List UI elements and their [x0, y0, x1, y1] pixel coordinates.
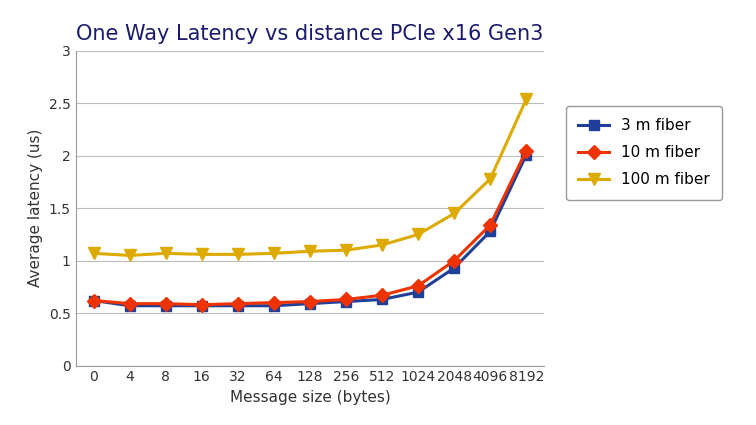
3 m fiber — [342, 299, 351, 304]
100 m fiber — [269, 251, 278, 256]
10 m fiber — [234, 301, 243, 306]
100 m fiber — [522, 96, 531, 102]
3 m fiber — [522, 152, 531, 157]
Line: 100 m fiber: 100 m fiber — [88, 93, 532, 262]
100 m fiber — [377, 242, 386, 247]
100 m fiber — [161, 251, 170, 256]
3 m fiber — [269, 303, 278, 308]
100 m fiber — [197, 252, 206, 257]
100 m fiber — [342, 248, 351, 253]
3 m fiber — [125, 303, 135, 308]
10 m fiber — [377, 293, 386, 298]
3 m fiber — [89, 298, 98, 303]
3 m fiber — [234, 303, 243, 308]
10 m fiber — [161, 301, 170, 306]
3 m fiber — [377, 297, 386, 302]
10 m fiber — [450, 258, 459, 263]
3 m fiber — [450, 266, 459, 271]
Y-axis label: Average latency (us): Average latency (us) — [28, 129, 43, 287]
X-axis label: Message size (bytes): Message size (bytes) — [230, 390, 390, 405]
3 m fiber — [305, 301, 314, 306]
10 m fiber — [269, 300, 278, 305]
3 m fiber — [161, 303, 170, 308]
10 m fiber — [342, 297, 351, 302]
10 m fiber — [89, 298, 98, 303]
10 m fiber — [305, 299, 314, 304]
100 m fiber — [234, 252, 243, 257]
100 m fiber — [305, 249, 314, 254]
10 m fiber — [522, 148, 531, 153]
100 m fiber — [414, 232, 423, 237]
10 m fiber — [125, 301, 135, 306]
10 m fiber — [414, 283, 423, 289]
Title: One Way Latency vs distance PCIe x16 Gen3: One Way Latency vs distance PCIe x16 Gen… — [76, 24, 544, 44]
Line: 10 m fiber: 10 m fiber — [88, 146, 531, 309]
100 m fiber — [485, 176, 494, 181]
10 m fiber — [197, 302, 206, 307]
Line: 3 m fiber: 3 m fiber — [88, 150, 531, 311]
3 m fiber — [197, 303, 206, 308]
10 m fiber — [485, 222, 494, 227]
3 m fiber — [485, 229, 494, 234]
3 m fiber — [414, 289, 423, 295]
100 m fiber — [450, 211, 459, 216]
Legend: 3 m fiber, 10 m fiber, 100 m fiber: 3 m fiber, 10 m fiber, 100 m fiber — [566, 106, 722, 200]
100 m fiber — [89, 251, 98, 256]
100 m fiber — [125, 253, 135, 258]
